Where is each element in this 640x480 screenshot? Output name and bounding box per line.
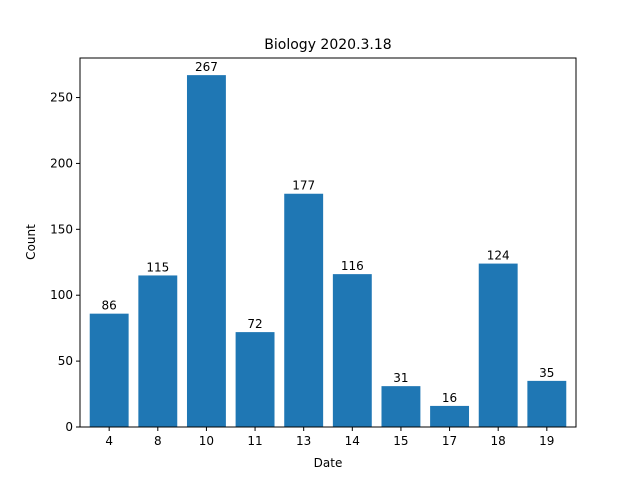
- bar: [527, 380, 567, 427]
- x-tick-label: 15: [393, 434, 408, 448]
- x-ticks-group: 4 8 10 11 13 14 15 17 18 19: [105, 427, 554, 448]
- bar-value-label: 72: [247, 317, 262, 331]
- y-tick-label: 150: [50, 222, 73, 236]
- y-tick-label: 200: [50, 156, 73, 170]
- bar-value-label: 86: [102, 299, 117, 313]
- x-tick-label: 8: [154, 434, 162, 448]
- plot-frame: [79, 57, 577, 428]
- bar: [381, 386, 421, 427]
- x-tick-label: 10: [199, 434, 214, 448]
- x-axis-label: Date: [314, 456, 343, 470]
- y-axis-label: Count: [24, 224, 38, 260]
- x-tick-label: 11: [247, 434, 262, 448]
- bar: [89, 313, 129, 427]
- bar-value-label: 16: [442, 391, 457, 405]
- bar: [430, 405, 470, 427]
- bar-value-label: 267: [195, 60, 218, 74]
- bar-value-label: 124: [487, 249, 510, 263]
- bar: [332, 274, 372, 427]
- bar: [138, 275, 178, 427]
- x-tick-label: 13: [296, 434, 311, 448]
- y-tick-label: 0: [65, 420, 73, 434]
- bars-group: [89, 75, 567, 427]
- data-labels-group: 86 115 267 72 177 116 31 16 124 35: [102, 60, 555, 405]
- x-tick-label: 17: [442, 434, 457, 448]
- y-ticks-group: 0 50 100 150 200 250: [50, 91, 80, 434]
- y-tick-label: 250: [50, 91, 73, 105]
- bar: [284, 193, 324, 427]
- x-tick-label: 19: [539, 434, 554, 448]
- bar-value-label: 116: [341, 259, 364, 273]
- y-tick-label: 100: [50, 288, 73, 302]
- bar-value-label: 31: [393, 371, 408, 385]
- chart-title: Biology 2020.3.18: [264, 37, 391, 53]
- bar: [478, 263, 518, 427]
- bar-value-label: 115: [146, 260, 169, 274]
- y-tick-label: 50: [58, 354, 73, 368]
- bar: [186, 75, 226, 427]
- x-tick-label: 14: [345, 434, 360, 448]
- x-tick-label: 18: [491, 434, 506, 448]
- x-tick-label: 4: [105, 434, 113, 448]
- bar: [235, 332, 275, 427]
- bar-value-label: 177: [292, 179, 315, 193]
- bar-value-label: 35: [539, 366, 554, 380]
